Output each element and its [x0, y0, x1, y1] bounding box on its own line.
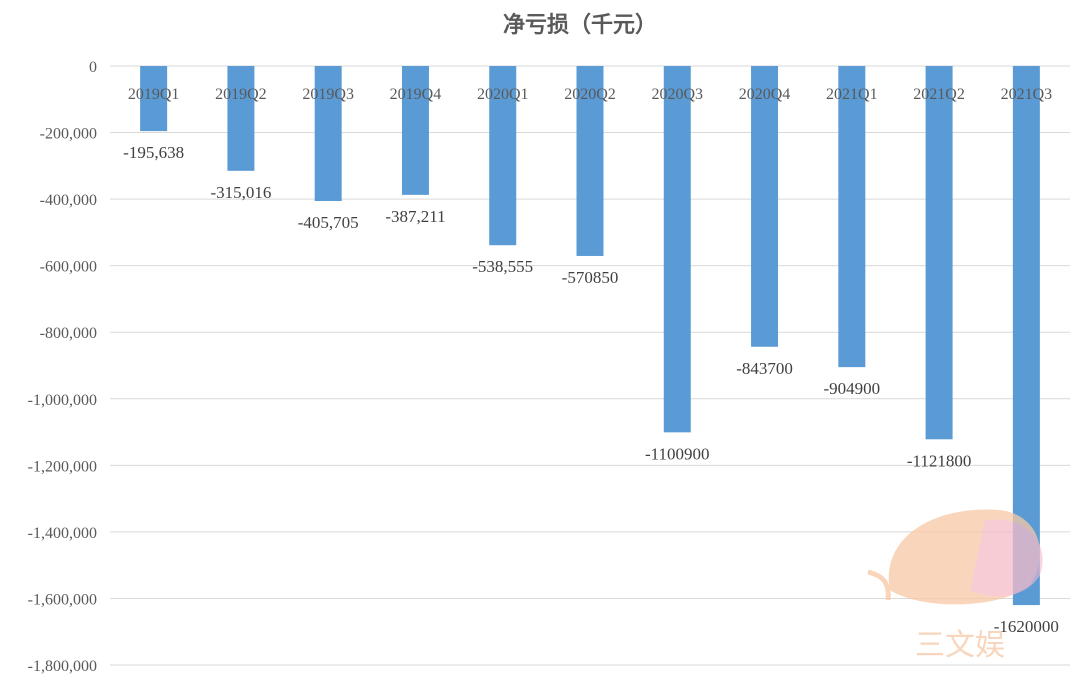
y-tick-label: -1,000,000: [28, 392, 97, 409]
watermark-text: 三文娱: [915, 628, 1005, 663]
watermark-stem: [867, 569, 891, 601]
x-tick-label: 2019Q2: [215, 86, 267, 103]
data-label: -570850: [562, 268, 619, 287]
bar-2020Q2: [576, 66, 604, 256]
data-label: -1121800: [907, 451, 972, 470]
data-labels: -195,638 -315,016 -405,705 -387,211 -538,555…: [123, 143, 1059, 636]
data-label: -1100900: [645, 444, 710, 463]
y-tick-label: 0: [89, 59, 97, 76]
x-tick-label: 2021Q1: [826, 86, 878, 103]
x-tick-label: 2021Q2: [913, 86, 965, 103]
x-axis-ticks: 2019Q1 2019Q2 2019Q3 2019Q4 2020Q1 2020Q2 2020…: [128, 86, 1052, 103]
gridlines: [110, 65, 1070, 666]
x-tick-label: 2020Q1: [477, 86, 529, 103]
bars: [140, 66, 1040, 606]
bar-2020Q4: [751, 66, 779, 347]
x-tick-label: 2019Q3: [302, 86, 354, 103]
watermark-logo: 三文娱: [867, 509, 1043, 663]
x-tick-label: 2020Q2: [564, 86, 616, 103]
data-label: -405,705: [298, 213, 359, 232]
y-tick-label: -1,400,000: [28, 525, 97, 542]
x-tick-label: 2020Q4: [739, 86, 791, 103]
chart-title: 净亏损（千元）: [503, 12, 657, 38]
x-tick-label: 2019Q1: [128, 86, 180, 103]
bar-2020Q3: [663, 66, 691, 433]
data-label: -1620000: [994, 617, 1059, 636]
x-tick-label: 2020Q3: [651, 86, 703, 103]
data-label: -387,211: [385, 207, 445, 226]
bar-2019Q3: [314, 66, 342, 202]
data-label: -904900: [823, 379, 880, 398]
y-tick-label: -1,600,000: [28, 591, 97, 608]
y-tick-label: -800,000: [40, 325, 97, 342]
data-label: -195,638: [123, 143, 184, 162]
data-label: -538,555: [472, 257, 533, 276]
bar-2019Q1: [140, 66, 168, 132]
data-label: -315,016: [210, 183, 271, 202]
x-tick-label: 2019Q4: [390, 86, 442, 103]
y-tick-label: -400,000: [40, 192, 97, 209]
y-tick-label: -1,800,000: [28, 658, 97, 675]
bar-2021Q1: [838, 66, 866, 368]
bar-2019Q4: [401, 66, 429, 195]
bar-2019Q2: [227, 66, 255, 171]
bar-2020Q1: [489, 66, 517, 246]
data-label: -843700: [736, 359, 793, 378]
y-tick-label: -600,000: [40, 259, 97, 276]
y-axis-ticks: 0 -200,000 -400,000 -600,000 -800,000 -1,000,…: [28, 59, 97, 675]
x-tick-label: 2021Q3: [1001, 86, 1053, 103]
bar-2021Q2: [925, 66, 953, 440]
y-tick-label: -200,000: [40, 126, 97, 143]
y-tick-label: -1,200,000: [28, 458, 97, 475]
watermark-leaf-overlay: [970, 519, 1043, 597]
